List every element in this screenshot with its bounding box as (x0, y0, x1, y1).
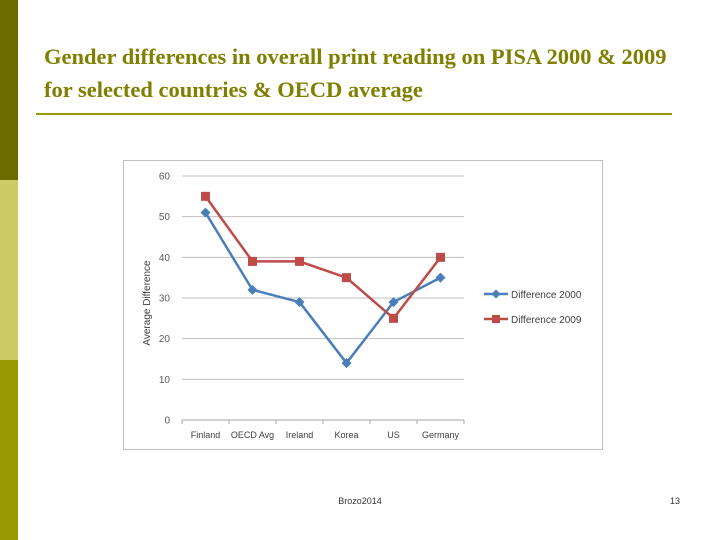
accent-bar-top (0, 0, 18, 180)
data-point (435, 272, 446, 283)
x-tick-label: OECD Avg (231, 430, 274, 440)
data-point (341, 358, 352, 369)
data-point (388, 297, 399, 308)
series-line (204, 195, 442, 320)
slide-title: Gender differences in overall print read… (44, 44, 667, 102)
data-point (342, 273, 351, 283)
line-chart: 0 10 20 30 40 50 60 Finland OECD Avg Ireland Korea… (142, 172, 582, 441)
data-point (200, 207, 211, 218)
y-axis-label: Average Difference (142, 260, 153, 346)
x-tick-label: Germany (422, 430, 460, 440)
legend-label: Difference 2000 (511, 290, 582, 301)
data-point (389, 313, 398, 323)
y-tick-label: 10 (159, 375, 171, 386)
legend-marker (492, 315, 500, 323)
data-point (247, 284, 258, 295)
chart-container: 0 10 20 30 40 50 60 Finland OECD Avg Ireland Korea… (123, 160, 603, 450)
y-tick-label: 50 (159, 212, 171, 223)
series-line (204, 211, 442, 365)
y-tick-label: 40 (159, 253, 171, 264)
x-tick-label: Ireland (286, 430, 314, 440)
legend-label: Difference 2009 (511, 315, 582, 326)
legend-marker (491, 289, 501, 299)
footer-author: Brozo2014 (338, 496, 382, 506)
data-point (294, 297, 305, 308)
page-number: 13 (669, 496, 680, 506)
x-tick-label: US (387, 430, 400, 440)
title-divider (36, 113, 672, 115)
x-tick-label: Finland (191, 430, 221, 440)
data-point (201, 191, 210, 201)
data-point (295, 256, 304, 266)
data-point (248, 256, 257, 266)
accent-bar-middle (0, 180, 18, 360)
data-point (436, 252, 445, 262)
y-tick-label: 30 (159, 294, 171, 305)
y-tick-label: 20 (159, 334, 171, 345)
accent-bar-bottom (0, 360, 18, 540)
y-tick-label: 60 (159, 172, 171, 183)
y-tick-label: 0 (164, 416, 170, 427)
x-tick-label: Korea (334, 430, 358, 440)
